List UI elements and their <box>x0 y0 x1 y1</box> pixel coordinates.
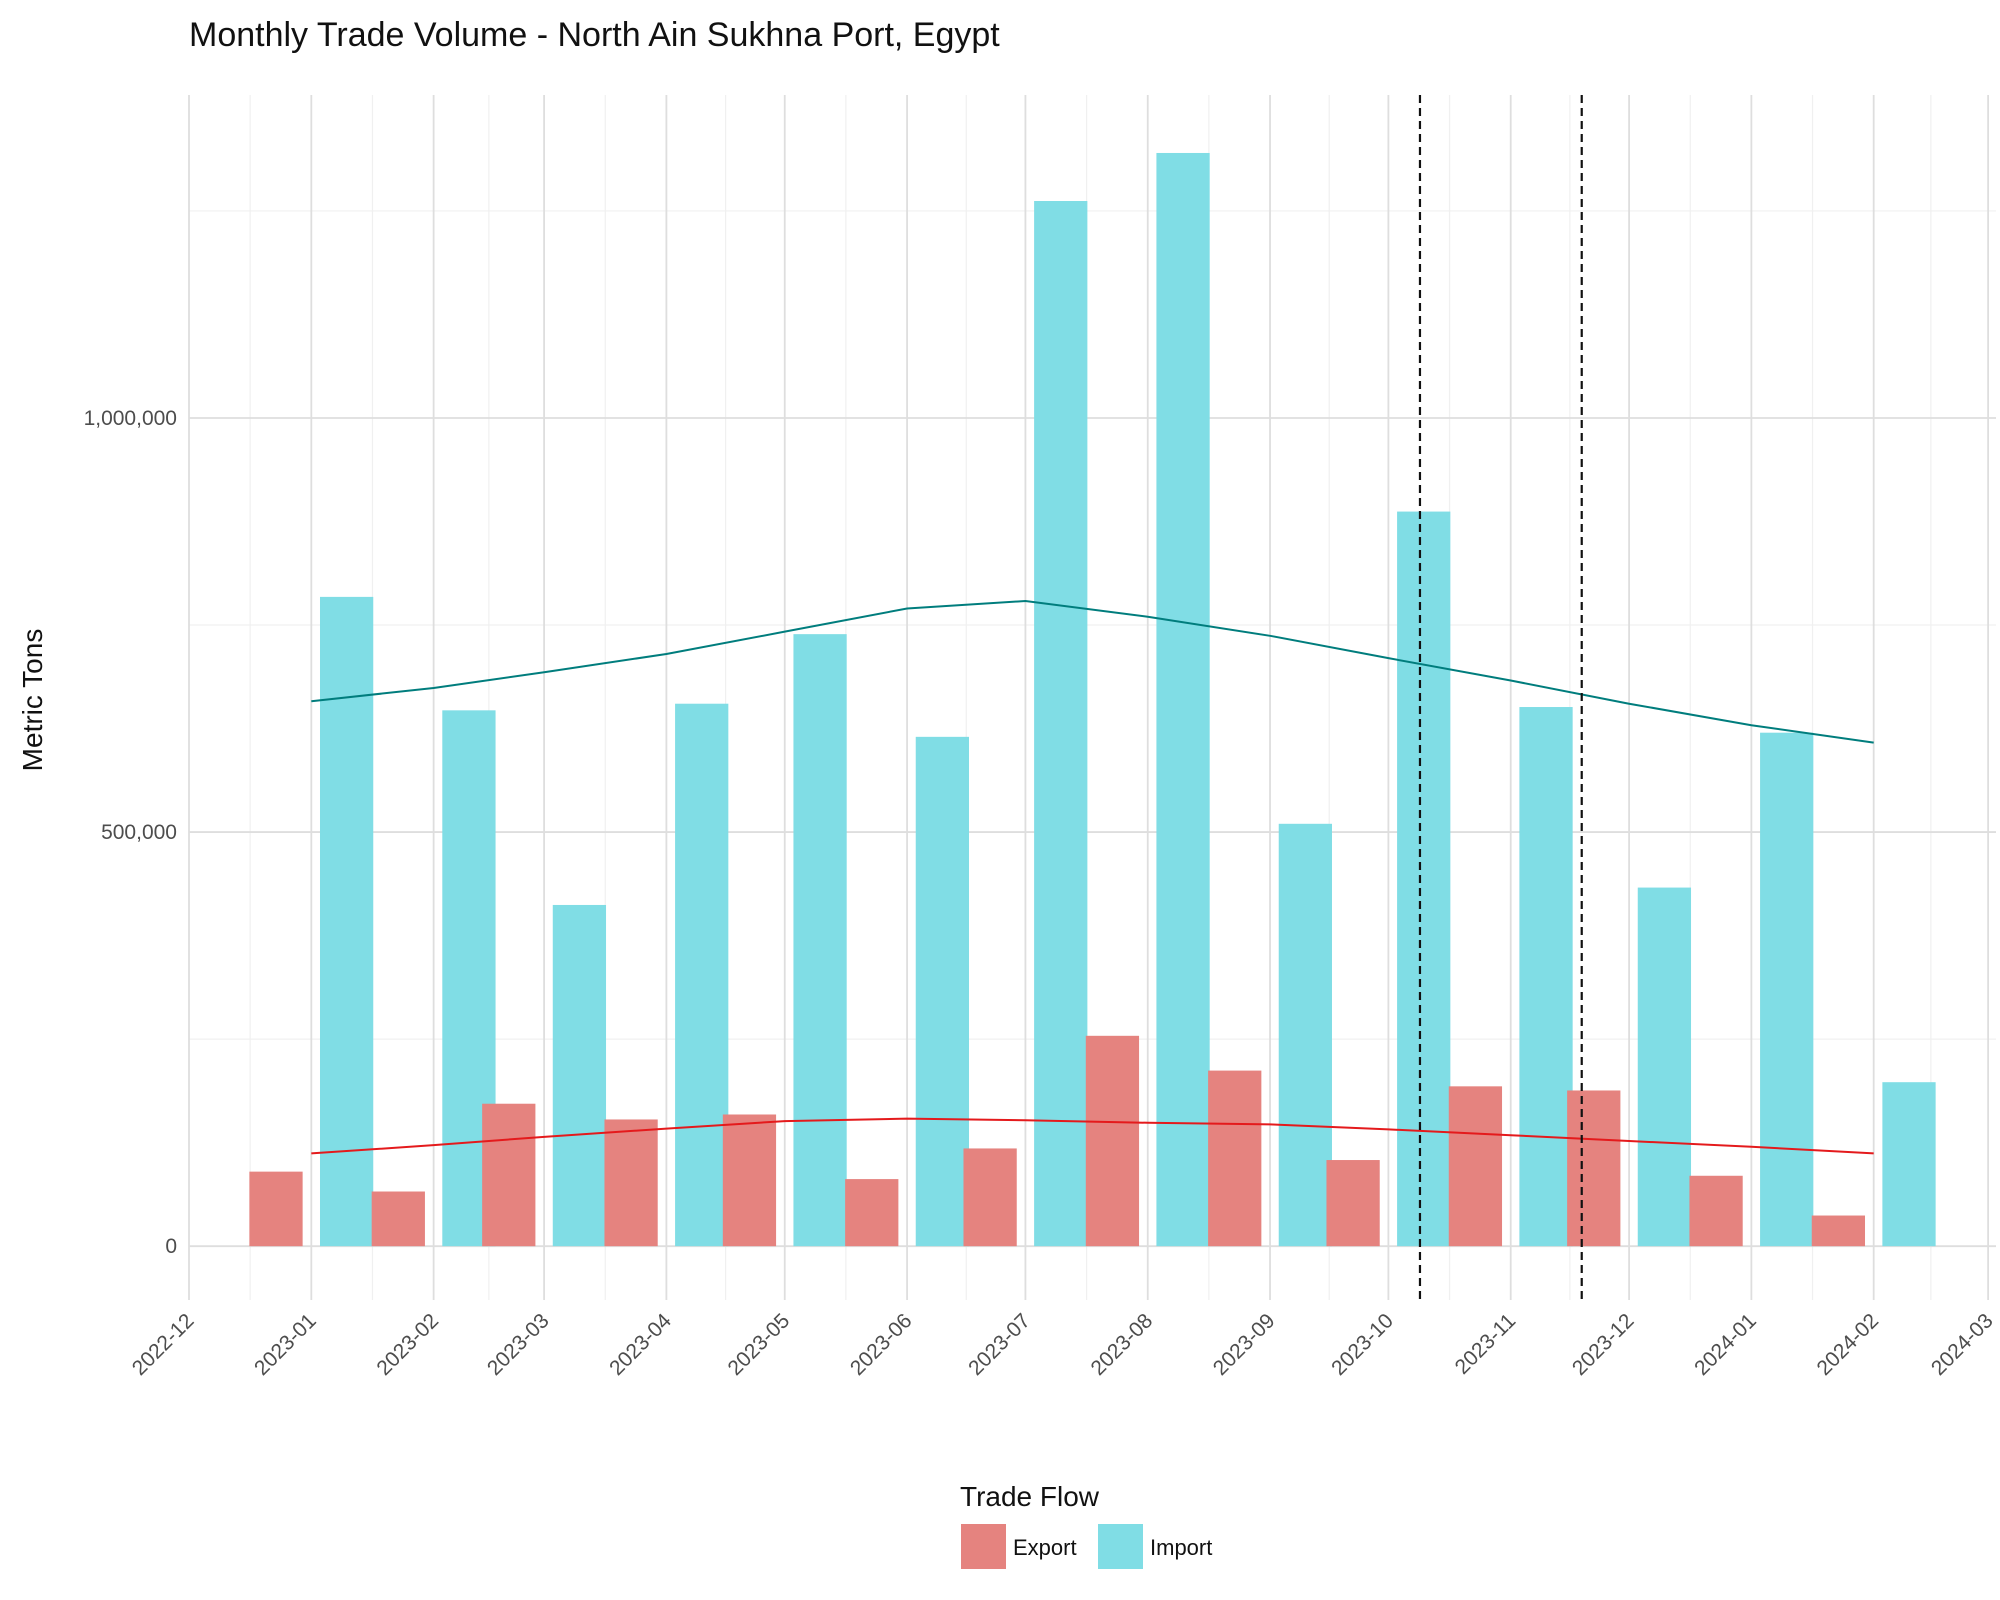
bar-export <box>963 1148 1017 1247</box>
y-tick-label: 0 <box>165 1235 177 1258</box>
x-tick-label: 2023-07 <box>964 1309 1035 1380</box>
bar-export <box>1567 1090 1621 1247</box>
x-tick-label: 2022-12 <box>128 1309 199 1380</box>
bars <box>249 152 1936 1247</box>
x-tick-label: 2024-02 <box>1812 1309 1883 1380</box>
bar-import <box>1882 1082 1936 1247</box>
x-tick-label: 2023-08 <box>1087 1309 1158 1380</box>
legend-title: Trade Flow <box>960 1481 1100 1512</box>
x-axis-ticks: 2022-12 2023-01 2023-02 2023-03 2023-04 2023-… <box>128 1309 1998 1380</box>
x-tick-label: 2023-11 <box>1451 1309 1521 1379</box>
bar-export <box>1448 1086 1503 1247</box>
bar-import <box>1278 823 1332 1247</box>
x-tick-label: 2023-01 <box>250 1309 321 1380</box>
bar-export <box>371 1191 425 1247</box>
legend: Trade Flow Export Import <box>960 1481 1212 1569</box>
legend-swatch-export <box>961 1524 1006 1569</box>
bar-import <box>1760 732 1814 1247</box>
trend-line-import <box>311 600 1874 744</box>
trend-lines <box>311 600 1874 1155</box>
bar-export <box>482 1103 536 1247</box>
bar-export <box>1085 1035 1140 1247</box>
x-tick-label: 2024-01 <box>1690 1309 1761 1380</box>
bar-export <box>1326 1160 1380 1247</box>
legend-swatch-import <box>1098 1524 1143 1569</box>
bar-export <box>604 1119 658 1247</box>
legend-label-import: Import <box>1150 1535 1212 1560</box>
bar-import <box>319 596 374 1247</box>
bar-import <box>552 904 607 1247</box>
chart-title: Monthly Trade Volume - North Ain Sukhna … <box>189 16 1000 54</box>
bar-import <box>1397 511 1451 1247</box>
x-tick-label: 2023-04 <box>605 1309 676 1380</box>
x-tick-label: 2023-09 <box>1209 1309 1280 1380</box>
y-tick-label: 1,000,000 <box>84 407 177 430</box>
x-tick-label: 2023-12 <box>1568 1309 1639 1380</box>
bar-export <box>845 1179 899 1247</box>
bar-import <box>1519 707 1573 1247</box>
bar-export <box>1689 1175 1743 1247</box>
legend-label-export: Export <box>1013 1535 1077 1560</box>
y-tick-label: 500,000 <box>101 821 177 844</box>
y-axis-ticks: 0 500,000 1,000,000 <box>84 407 177 1258</box>
x-tick-label: 2023-03 <box>483 1309 554 1380</box>
trend-line-export <box>311 1117 1874 1155</box>
bar-export <box>249 1171 303 1247</box>
bar-import <box>915 736 970 1247</box>
y-axis-label: Metric Tons <box>17 629 48 772</box>
x-tick-label: 2023-05 <box>724 1309 795 1380</box>
bar-export <box>1208 1070 1262 1247</box>
bar-import <box>675 703 729 1247</box>
x-tick-label: 2023-06 <box>846 1309 917 1380</box>
bar-import <box>1156 152 1210 1247</box>
bar-import <box>793 634 847 1247</box>
bar-import <box>1034 201 1088 1247</box>
x-tick-label: 2023-10 <box>1327 1309 1398 1380</box>
bar-export <box>1811 1215 1866 1247</box>
bar-import <box>1637 887 1692 1247</box>
bar-export <box>722 1114 777 1247</box>
x-tick-label: 2023-02 <box>372 1309 443 1380</box>
x-tick-label: 2024-03 <box>1927 1309 1998 1380</box>
reference-lines <box>1418 95 1583 1300</box>
